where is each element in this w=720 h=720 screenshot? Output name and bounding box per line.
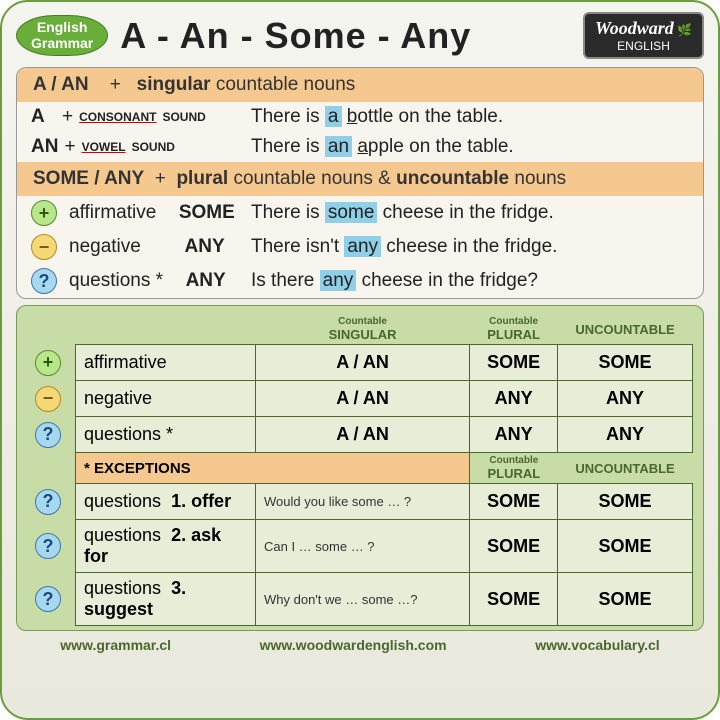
an-row: AN + VOWEL SOUND There is an apple on th… <box>17 132 703 162</box>
footer-link-woodward: www.woodwardenglish.com <box>260 637 447 653</box>
exception-label: questions 3. suggest <box>76 573 256 626</box>
cell-plural: SOME <box>470 520 558 573</box>
an-example: There is an apple on the table. <box>251 136 514 158</box>
cell-uncountable: SOME <box>558 520 693 573</box>
cell-uncountable: SOME <box>558 573 693 626</box>
plus-icon: + <box>31 200 57 226</box>
footer: www.grammar.cl www.woodwardenglish.com w… <box>16 637 704 653</box>
question-icon: ? <box>35 489 61 515</box>
bar2-b2: uncountable <box>396 168 509 189</box>
table-row: + affirmative A / AN SOME SOME <box>27 345 693 381</box>
bar1-rest: countable nouns <box>211 74 356 95</box>
plus-sign: + <box>155 168 166 189</box>
exceptions-header: * EXCEPTIONS <box>76 453 470 484</box>
word-any2: ANY <box>186 270 226 292</box>
vowel-label: VOWEL <box>82 140 126 154</box>
question-row: ? questions * ANY Is there any cheese in … <box>17 264 703 298</box>
bar2-left: SOME / ANY <box>33 168 144 189</box>
bar1-bold: singular <box>137 74 211 95</box>
page-title: A - An - Some - Any <box>120 15 571 57</box>
summary-table-wrap: CountableSINGULAR CountablePLURAL UNCOUN… <box>16 305 704 631</box>
a-row: A + CONSONANT SOUND There is a bottle on… <box>17 102 703 132</box>
a-an-bar: A / AN + singular countable nouns <box>17 68 703 102</box>
cell-plural: ANY <box>470 417 558 453</box>
sound-word: SOUND <box>132 140 175 154</box>
logo-brand: Woodward <box>595 18 674 38</box>
grammar-card: English Grammar A - An - Some - Any Wood… <box>0 0 720 720</box>
cell-plural: ANY <box>470 381 558 417</box>
badge-line1: English <box>31 20 93 35</box>
footer-link-grammar: www.grammar.cl <box>60 637 171 653</box>
exception-label: questions 2. ask for <box>76 520 256 573</box>
det-a: A <box>31 106 45 128</box>
cell-uncountable: ANY <box>558 417 693 453</box>
negative-row: −negative ANY There isn't any cheese in … <box>17 230 703 264</box>
any-q-example: Is there any cheese in the fridge? <box>251 270 538 292</box>
sound-word: SOUND <box>162 110 205 124</box>
some-any-bar: SOME / ANY + plural countable nouns & un… <box>17 162 703 196</box>
word-some: SOME <box>179 202 235 224</box>
exception-row: ? questions 1. offer Would you like some… <box>27 484 693 520</box>
affirmative-row: + affirmative SOME There is some cheese i… <box>17 196 703 230</box>
table-row: − negative A / AN ANY ANY <box>27 381 693 417</box>
header: English Grammar A - An - Some - Any Wood… <box>16 12 704 59</box>
consonant-label: CONSONANT <box>79 110 156 124</box>
det-an: AN <box>31 136 58 158</box>
question-icon: ? <box>35 533 61 559</box>
summary-table: CountableSINGULAR CountablePLURAL UNCOUN… <box>27 314 693 626</box>
row-label: questions * <box>76 417 256 453</box>
exception-label: questions 1. offer <box>76 484 256 520</box>
woodward-logo: Woodward 🌿 ENGLISH <box>583 12 704 59</box>
ques-icon: ? <box>35 422 61 448</box>
english-grammar-badge: English Grammar <box>16 15 108 56</box>
badge-line2: Grammar <box>31 36 93 51</box>
cell-uncountable: SOME <box>558 484 693 520</box>
bar2-b1: plural <box>176 168 228 189</box>
col-uncountable: UNCOUNTABLE <box>558 314 693 345</box>
cell-singular: A / AN <box>256 381 470 417</box>
cell-singular: A / AN <box>256 417 470 453</box>
plus-icon: + <box>64 136 75 158</box>
cell-uncountable: SOME <box>558 345 693 381</box>
question-icon: ? <box>35 586 61 612</box>
exception-row: ? questions 3. suggest Why don't we … so… <box>27 573 693 626</box>
row-label: negative <box>76 381 256 417</box>
minus-icon: − <box>31 234 57 260</box>
table-header-row: CountableSINGULAR CountablePLURAL UNCOUN… <box>27 314 693 345</box>
plus-sign: + <box>110 74 121 95</box>
table-row: ? questions * A / AN ANY ANY <box>27 417 693 453</box>
cell-plural: SOME <box>470 484 558 520</box>
word-any: ANY <box>185 236 225 258</box>
exception-row: ? questions 2. ask for Can I … some … ? … <box>27 520 693 573</box>
plus-icon: + <box>62 106 73 128</box>
cell-singular: A / AN <box>256 345 470 381</box>
logo-sub: ENGLISH <box>617 39 670 53</box>
any-neg-example: There isn't any cheese in the fridge. <box>251 236 557 258</box>
cell-plural: SOME <box>470 345 558 381</box>
minus-icon: − <box>35 386 61 412</box>
col-plural: CountablePLURAL <box>470 314 558 345</box>
plus-icon: + <box>35 350 61 376</box>
exception-example: Would you like some … ? <box>256 484 470 520</box>
footer-link-vocabulary: www.vocabulary.cl <box>535 637 660 653</box>
bar2-mid: countable nouns & <box>228 168 396 189</box>
row-label: affirmative <box>76 345 256 381</box>
type-affirmative: affirmative <box>69 202 156 224</box>
type-negative: negative <box>69 236 141 258</box>
some-example: There is some cheese in the fridge. <box>251 202 554 224</box>
exception-example: Can I … some … ? <box>256 520 470 573</box>
bar1-left: A / AN <box>33 74 89 95</box>
exceptions-header-row: * EXCEPTIONS CountablePLURAL UNCOUNTABLE <box>27 453 693 484</box>
type-questions: questions * <box>69 270 163 292</box>
cell-uncountable: ANY <box>558 381 693 417</box>
a-example: There is a bottle on the table. <box>251 106 503 128</box>
col-uncountable2: UNCOUNTABLE <box>558 453 693 484</box>
cell-plural: SOME <box>470 573 558 626</box>
bar2-end: nouns <box>509 168 566 189</box>
col-singular: CountableSINGULAR <box>256 314 470 345</box>
question-icon: ? <box>31 268 57 294</box>
col-plural2: CountablePLURAL <box>470 453 558 484</box>
exception-example: Why don't we … some …? <box>256 573 470 626</box>
rules-section: A / AN + singular countable nouns A + CO… <box>16 67 704 299</box>
